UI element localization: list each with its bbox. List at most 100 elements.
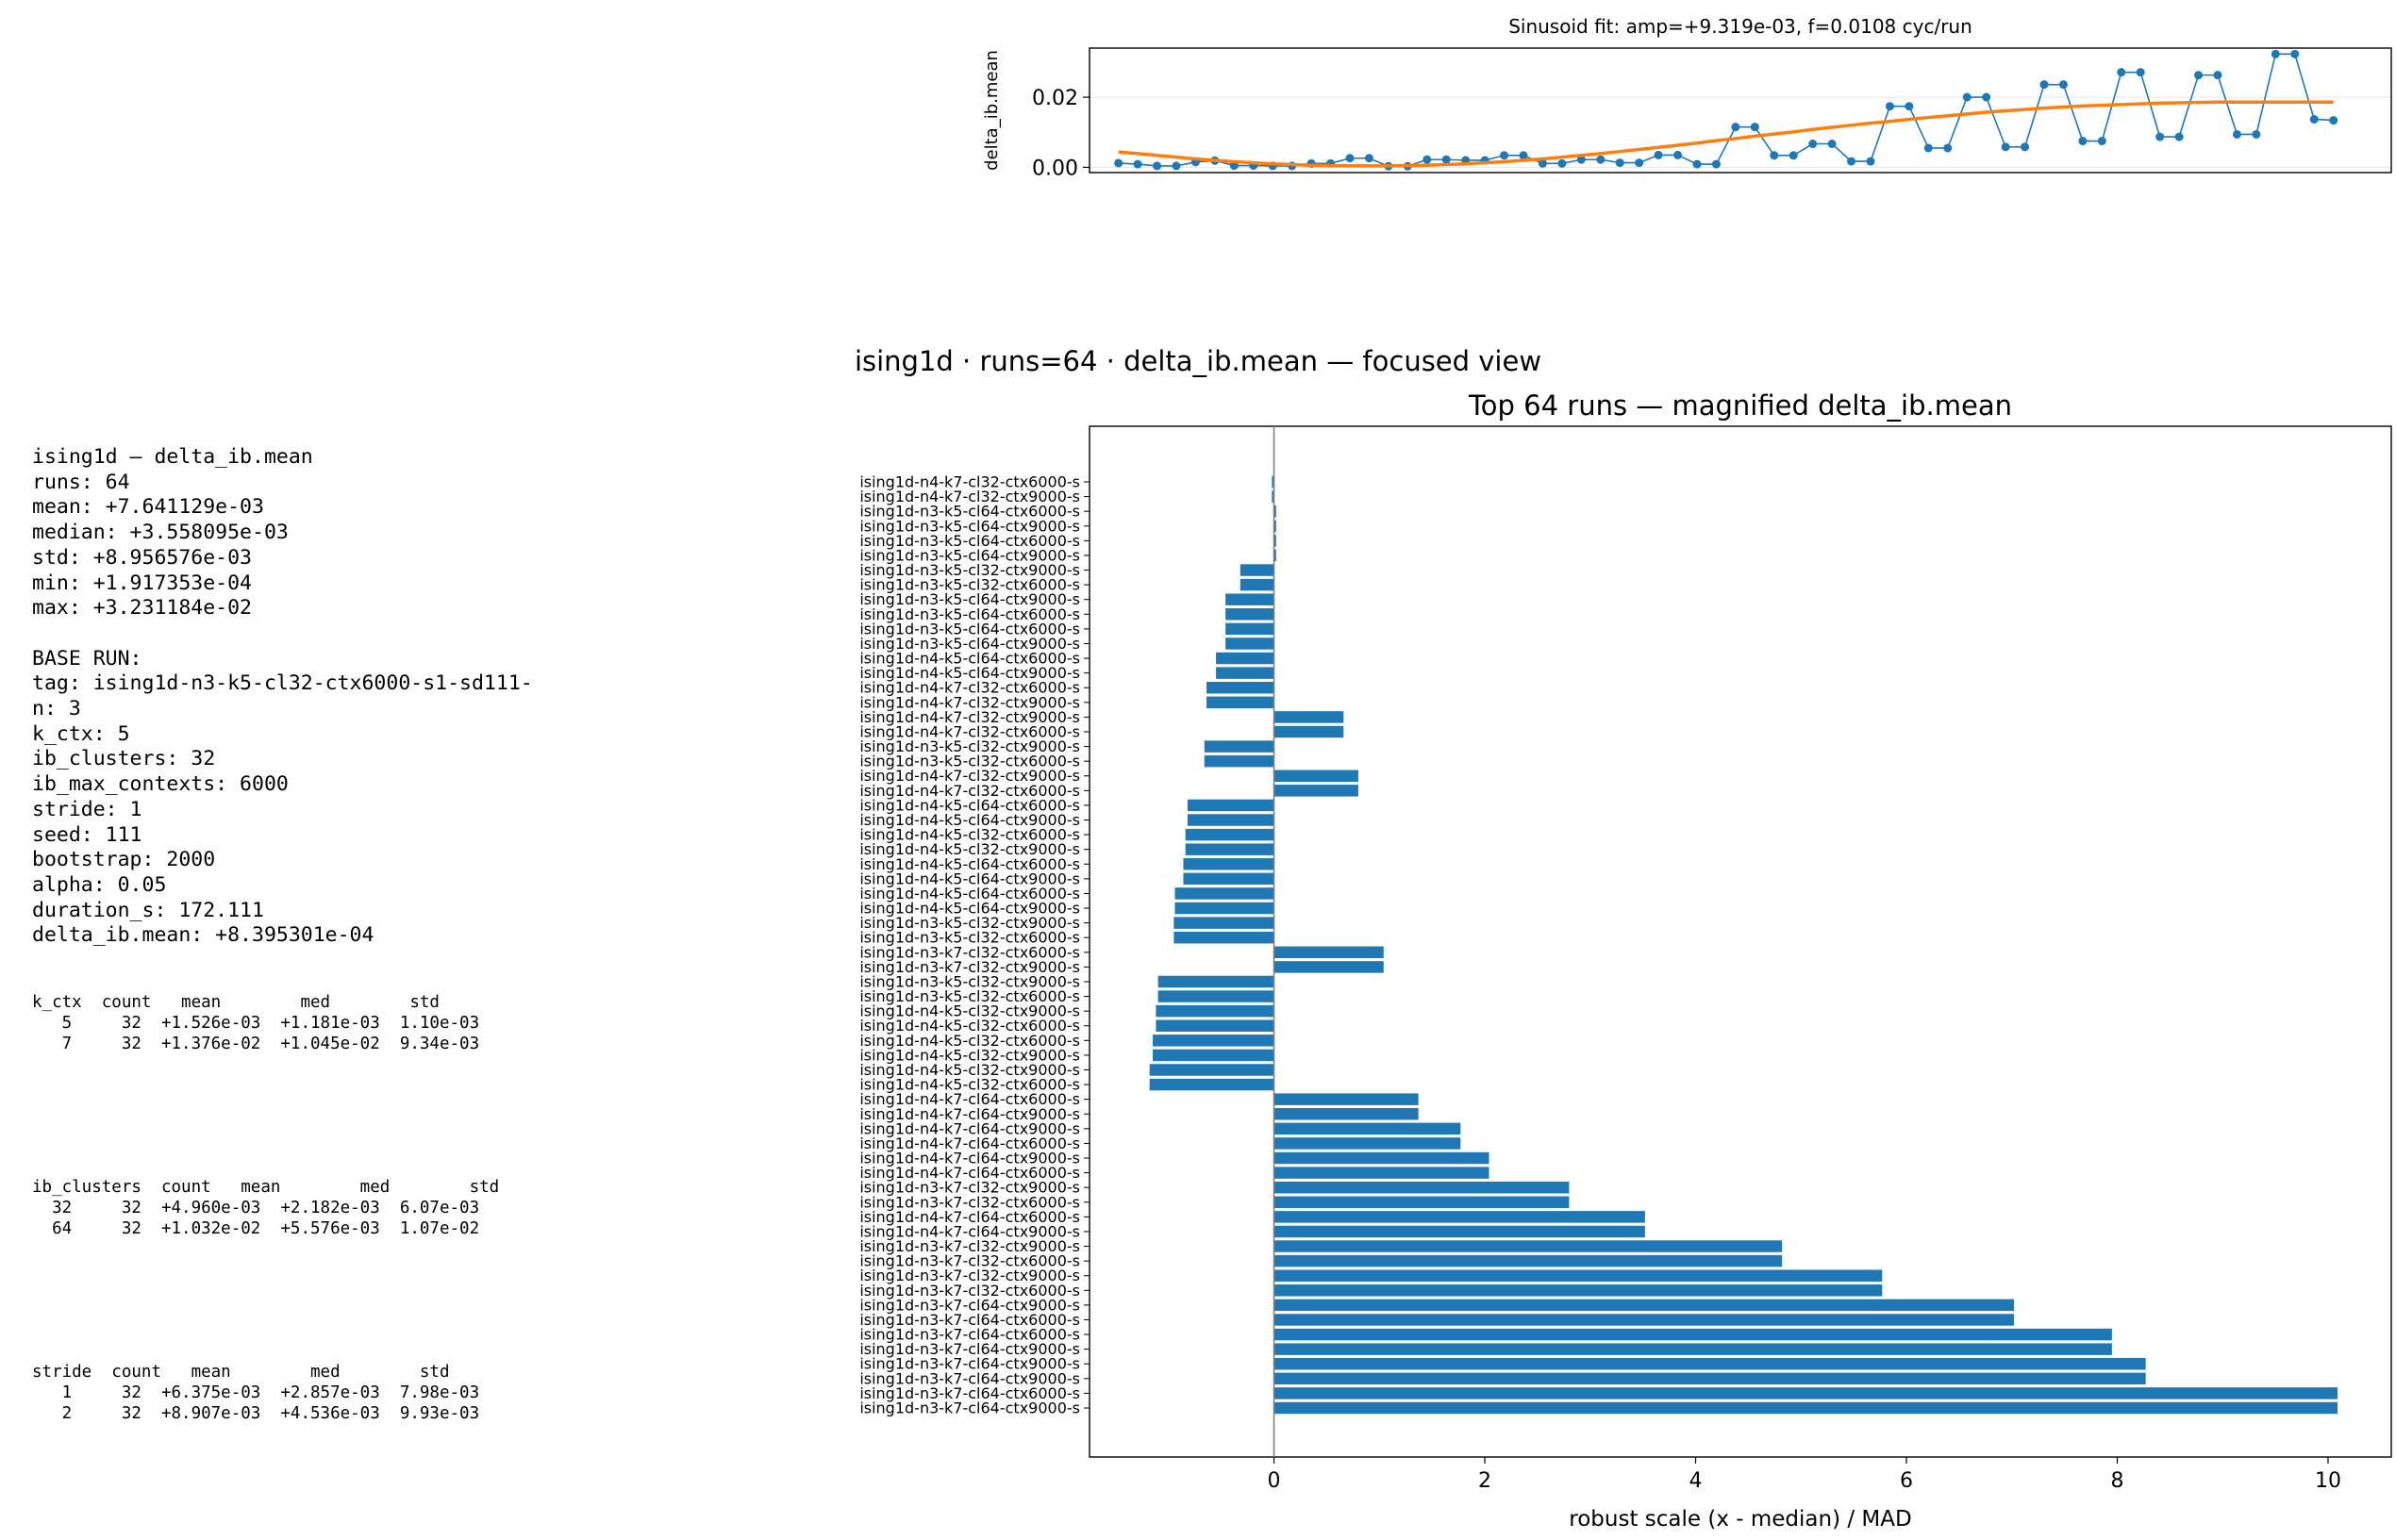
- y-tick-label: ising1d-n3-k5-cl64-ctx9000-s: [859, 546, 1080, 564]
- summary-line: n: 3: [32, 697, 81, 721]
- summary-line: ib_clusters: 32: [32, 747, 216, 771]
- bar: [1273, 1211, 1645, 1223]
- bar: [1273, 1167, 1489, 1179]
- y-tick-label: ising1d-n3-k7-cl64-ctx9000-s: [859, 1355, 1080, 1373]
- x-tick-label: 2: [1478, 1469, 1491, 1493]
- y-tick-label: ising1d-n4-k7-cl64-ctx6000-s: [859, 1164, 1080, 1182]
- y-tick-label: ising1d-n3-k7-cl64-ctx6000-s: [859, 1311, 1080, 1329]
- y-tick-label: ising1d-n3-k5-cl64-ctx9000-s: [859, 635, 1080, 653]
- y-tick-label: ising1d-n4-k5-cl64-ctx6000-s: [859, 650, 1080, 668]
- bar: [1273, 1122, 1461, 1135]
- y-tick-label: ising1d-n3-k7-cl64-ctx9000-s: [859, 1369, 1080, 1387]
- bar: [1206, 696, 1274, 709]
- bar: [1272, 490, 1274, 503]
- bar: [1149, 1064, 1274, 1076]
- observed-point: [2252, 129, 2261, 139]
- y-tick-label: ising1d-n3-k7-cl32-ctx6000-s: [859, 1252, 1080, 1270]
- y-tick-label: ising1d-n3-k7-cl32-ctx6000-s: [859, 1193, 1080, 1211]
- y-tick-label: ising1d-n4-k7-cl64-ctx9000-s: [859, 1119, 1080, 1137]
- y-tick-label: ising1d-n3-k7-cl32-ctx9000-s: [859, 1179, 1080, 1197]
- summary-text: ising1d — delta_ib.mean runs: 64 mean: +7.…: [32, 445, 533, 949]
- summary-line: median: +3.558095e-03: [32, 521, 289, 545]
- bar: [1273, 1108, 1419, 1120]
- y-tick-label: ising1d-n3-k5-cl64-ctx6000-s: [859, 605, 1080, 623]
- bar: [1183, 858, 1274, 870]
- observed-point: [1635, 158, 1644, 168]
- robust-scale-bar-chart: ising1d-n4-k7-cl32-ctx6000-sising1d-n4-k…: [859, 389, 2392, 1532]
- bar: [1153, 1035, 1274, 1047]
- bar: [1156, 1019, 1274, 1032]
- summary-line: max: +3.231184e-02: [32, 596, 252, 621]
- y-tick-label: ising1d-n3-k7-cl32-ctx6000-s: [859, 943, 1080, 961]
- bar: [1273, 520, 1276, 532]
- bar: [1273, 1240, 1783, 1252]
- observed-point: [2039, 80, 2049, 90]
- observed-point: [1538, 158, 1547, 168]
- observed-point: [2329, 116, 2338, 125]
- bar: [1156, 1004, 1274, 1018]
- y-tick-label: ising1d-n4-k7-cl32-ctx9000-s: [859, 767, 1080, 785]
- bar: [1273, 505, 1276, 518]
- observed-point: [1808, 140, 1818, 149]
- y-tick-label: ising1d-n4-k7-cl64-ctx6000-s: [859, 1090, 1080, 1108]
- y-tick-label: ising1d-n4-k7-cl32-ctx6000-s: [859, 722, 1080, 740]
- bar: [1273, 1254, 1783, 1267]
- ib-clusters-row-line: ib_clusters count mean med std: [32, 1178, 500, 1197]
- observed-point: [2213, 71, 2222, 80]
- bar: [1240, 578, 1274, 591]
- bar: [1204, 740, 1274, 753]
- summary-line: min: +1.917353e-04: [32, 571, 252, 595]
- summary-line: duration_s: 172.111: [32, 898, 264, 922]
- top-y-axis-label: delta_ib.mean: [982, 50, 1002, 171]
- bar: [1187, 814, 1274, 826]
- observed-point: [1114, 158, 1123, 168]
- y-tick-label: ising1d-n3-k7-cl64-ctx6000-s: [859, 1326, 1080, 1344]
- observed-point: [1441, 155, 1451, 164]
- bar: [1174, 902, 1274, 915]
- summary-line: std: +8.956576e-03: [32, 545, 252, 570]
- y-tick-label: ising1d-n3-k7-cl32-ctx9000-s: [859, 1267, 1080, 1284]
- x-tick-label: 6: [1900, 1469, 1913, 1493]
- bar: [1185, 828, 1274, 841]
- y-tick-label: ising1d-n3-k5-cl64-ctx9000-s: [859, 517, 1080, 535]
- y-tick-label: ising1d-n3-k7-cl32-ctx9000-s: [859, 1237, 1080, 1255]
- bar: [1240, 564, 1274, 576]
- x-tick-label: 4: [1689, 1469, 1703, 1493]
- bar: [1225, 608, 1274, 621]
- observed-point: [1692, 159, 1702, 169]
- observed-point: [2194, 71, 2204, 80]
- y-tick-label: 0.00: [1032, 157, 1078, 180]
- observed-point: [2155, 132, 2165, 141]
- x-tick-label: 0: [1268, 1469, 1281, 1493]
- y-tick-label: ising1d-n4-k5-cl64-ctx9000-s: [859, 811, 1080, 829]
- bar: [1273, 1137, 1461, 1150]
- observed-point: [1711, 159, 1721, 169]
- observed-point: [1847, 157, 1856, 166]
- bar: [1273, 549, 1276, 562]
- bar: [1273, 1269, 1883, 1282]
- bar: [1272, 475, 1274, 488]
- y-tick-label: ising1d-n4-k7-cl32-ctx9000-s: [859, 708, 1080, 726]
- bar: [1273, 946, 1384, 959]
- y-tick-label: ising1d-n4-k7-cl64-ctx6000-s: [859, 1134, 1080, 1152]
- observed-point: [2001, 142, 2010, 152]
- bar: [1157, 975, 1274, 988]
- y-tick-label: ising1d-n4-k7-cl32-ctx9000-s: [859, 693, 1080, 711]
- y-tick-label: ising1d-n3-k5-cl32-ctx9000-s: [859, 914, 1080, 932]
- y-tick-label: ising1d-n3-k7-cl64-ctx9000-s: [859, 1340, 1080, 1358]
- y-tick-label: ising1d-n4-k5-cl32-ctx6000-s: [859, 1032, 1080, 1050]
- top-chart-title: Sinusoid fit: amp=+9.319e-03, f=0.0108 c…: [1508, 15, 1972, 38]
- k-ctx-row-line: 5 32 +1.526e-03 +1.181e-03 1.10e-03: [32, 1014, 480, 1033]
- y-tick-label: ising1d-n4-k7-cl64-ctx6000-s: [859, 1208, 1080, 1226]
- y-tick-label: ising1d-n4-k7-cl64-ctx9000-s: [859, 1150, 1080, 1167]
- observed-point: [2078, 137, 2088, 146]
- k-ctx-table: k_ctx count mean med std 5 32 +1.526e-03…: [32, 992, 479, 1054]
- y-tick-label: ising1d-n3-k5-cl32-ctx6000-s: [859, 576, 1080, 594]
- bar: [1273, 711, 1344, 723]
- summary-line: tag: ising1d-n3-k5-cl32-ctx6000-s1-sd111…: [32, 671, 533, 696]
- bar: [1273, 770, 1358, 782]
- bar: [1216, 667, 1274, 679]
- bar: [1273, 1328, 2112, 1341]
- bar: [1273, 785, 1358, 797]
- observed-point: [1866, 157, 1875, 166]
